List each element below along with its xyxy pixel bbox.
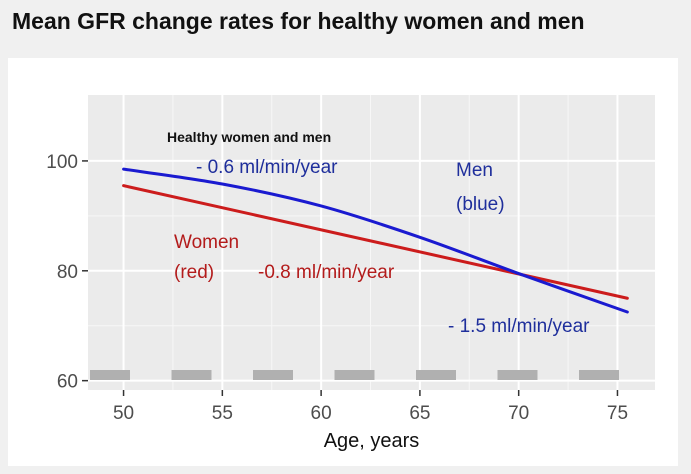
rug-segment xyxy=(334,370,375,380)
grid-lines xyxy=(88,95,655,390)
axes: 60 80 100 50 55 60 65 70 75 Age, years xyxy=(46,152,628,452)
annotation-women-rate: -0.8 ml/min/year xyxy=(258,262,395,283)
x-tick-label: 60 xyxy=(311,403,332,424)
annotations: Healthy women and men - 0.6 ml/min/year Me… xyxy=(167,129,590,337)
rug-segment xyxy=(171,370,212,380)
annotation-men-label-1: Men xyxy=(456,160,493,181)
y-tick-label: 100 xyxy=(46,152,78,173)
x-tick-label: 75 xyxy=(607,403,628,424)
rug-segment xyxy=(253,370,293,380)
y-tick-label: 60 xyxy=(57,372,78,393)
rug-segment xyxy=(416,370,456,380)
x-tick-label: 70 xyxy=(508,403,529,424)
annotation-women-label-2: (red) xyxy=(174,262,214,283)
x-tick-label: 55 xyxy=(212,403,233,424)
rug-segment xyxy=(579,370,619,380)
annotation-subtitle: Healthy women and men xyxy=(167,129,331,145)
annotation-men-label-2: (blue) xyxy=(456,194,505,215)
chart-title: Mean GFR change rates for healthy women … xyxy=(12,8,585,34)
series-line-men xyxy=(122,167,629,314)
rug-segment xyxy=(497,370,538,380)
x-tick-label: 65 xyxy=(409,403,430,424)
x-tick-label: 50 xyxy=(113,403,134,424)
series-lines xyxy=(122,167,629,314)
series-line-women xyxy=(122,184,629,300)
rug-segment xyxy=(90,370,130,380)
annotation-men-rate: - 0.6 ml/min/year xyxy=(196,157,338,178)
annotation-women-label-1: Women xyxy=(174,232,239,253)
x-axis-label: Age, years xyxy=(324,430,420,452)
annotation-men-rate-late: - 1.5 ml/min/year xyxy=(448,316,590,337)
y-tick-label: 80 xyxy=(57,262,78,283)
